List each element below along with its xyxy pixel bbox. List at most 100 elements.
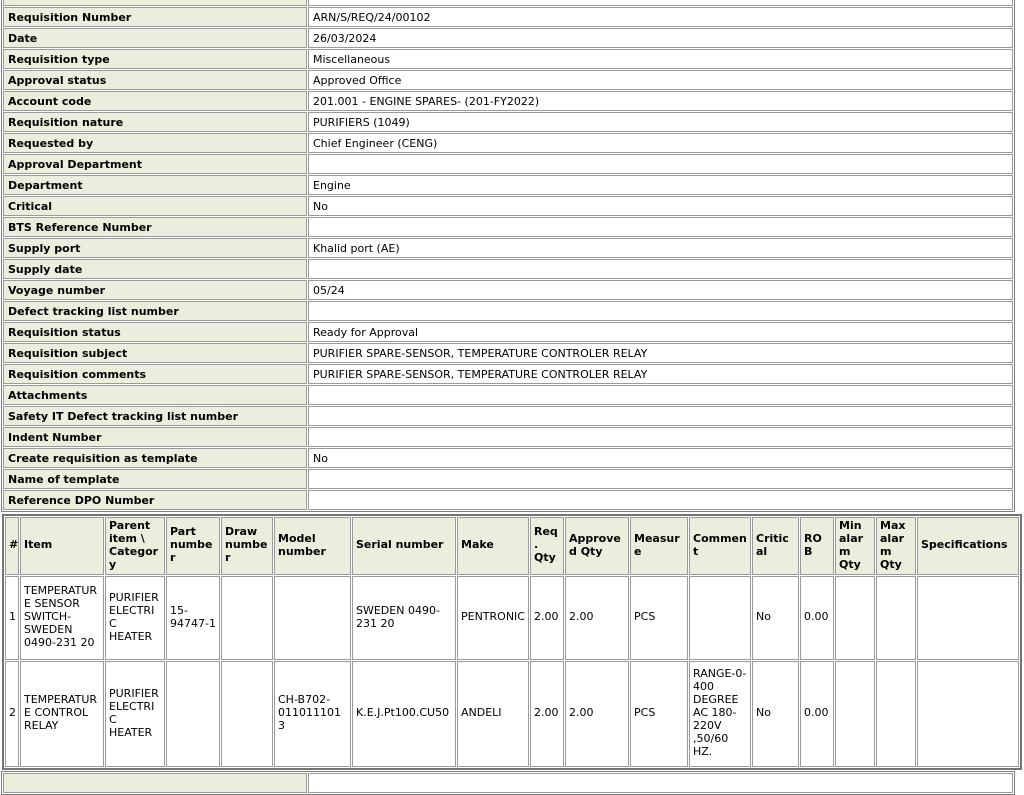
item-cell [835,660,875,767]
clipped-row [3,772,1013,793]
field-value: ARN/S/REQ/24/00102 [308,7,1013,27]
item-cell: PCS [630,660,688,767]
column-header: Min alarm Qty [835,517,875,575]
detail-row: Reference DPO Number [3,490,1013,510]
item-cell: PURIFIER ELECTRIC HEATER [105,660,165,767]
field-value [308,490,1013,510]
detail-row: Requested by Chief Engineer (CENG) [3,133,1013,153]
item-cell: K.E.J.Pt100.CU50 [352,660,456,767]
item-cell: RANGE-0-400 DEGREE AC 180-220V ,50/60 HZ… [689,660,751,767]
item-cell [166,660,220,767]
item-cell: 15-94747-1 [166,575,220,660]
next-section-table-clipped [1,770,1015,795]
column-header: Draw number [221,517,273,575]
detail-row: Supply date [3,259,1013,279]
field-value [308,259,1013,279]
item-cell [917,660,1019,767]
detail-row: Requisition Number ARN/S/REQ/24/00102 [3,7,1013,27]
detail-row: Defect tracking list number [3,301,1013,321]
field-label: Department [3,175,307,195]
field-label: Requisition Number [3,7,307,27]
field-value [308,772,1013,793]
detail-row: Critical No [3,196,1013,216]
detail-row: Create requisition as template No [3,448,1013,468]
column-header: # [5,517,19,575]
item-cell: 2.00 [565,660,629,767]
column-header: Critical [752,517,799,575]
field-value: PURIFIER SPARE-SENSOR, TEMPERATURE CONTR… [308,343,1013,363]
item-cell [835,575,875,660]
item-cell: ANDELI [457,660,529,767]
item-cell: 1 [5,575,19,660]
field-value [308,427,1013,447]
item-cell: 0.00 [800,575,834,660]
field-label: BTS Reference Number [3,217,307,237]
column-header: Max alarm Qty [876,517,916,575]
field-value [308,301,1013,321]
detail-row: Voyage number 05/24 [3,280,1013,300]
item-cell: 2 [5,660,19,767]
column-header: ROB [800,517,834,575]
item-cell: 2.00 [530,575,564,660]
detail-row: Indent Number [3,427,1013,447]
requisition-details-table: Requisition Number ARN/S/REQ/24/00102 Date… [1,0,1015,512]
field-value [308,154,1013,174]
detail-row: Date 26/03/2024 [3,28,1013,48]
field-value: 201.001 - ENGINE SPARES- (201-FY2022) [308,91,1013,111]
column-header: Approved Qty [565,517,629,575]
field-value: 05/24 [308,280,1013,300]
column-header: Comment [689,517,751,575]
column-header: Measure [630,517,688,575]
field-value [308,406,1013,426]
item-cell [221,660,273,767]
detail-row: Account code 201.001 - ENGINE SPARES- (20… [3,91,1013,111]
field-label: Indent Number [3,427,307,447]
item-cell [876,575,916,660]
detail-row: Safety IT Defect tracking list number [3,406,1013,426]
item-row: 1 TEMPERATURE SENSOR SWITCH- SWEDEN 0490-… [5,575,1019,660]
item-cell: PCS [630,575,688,660]
field-label [3,772,307,793]
detail-row: Approval Department [3,154,1013,174]
field-label: Date [3,28,307,48]
item-cell: PURIFIER ELECTRIC HEATER [105,575,165,660]
item-cell [876,660,916,767]
field-label: Safety IT Defect tracking list number [3,406,307,426]
detail-row: Name of template [3,469,1013,489]
field-label [3,0,307,6]
field-label: Requisition type [3,49,307,69]
field-value: Ready for Approval [308,322,1013,342]
item-cell: 2.00 [530,660,564,767]
detail-row: BTS Reference Number [3,217,1013,237]
item-cell: TEMPERATURE SENSOR SWITCH- SWEDEN 0490-2… [20,575,104,660]
field-label: Approval Department [3,154,307,174]
items-header-row: # Item Parent item \ Category Part number Dr… [5,517,1019,575]
field-label: Requisition status [3,322,307,342]
item-cell: 2.00 [565,575,629,660]
item-cell: CH-B702-0110111013 [274,660,351,767]
field-label: Critical [3,196,307,216]
field-label: Reference DPO Number [3,490,307,510]
detail-row: Requisition subject PURIFIER SPARE-SENSOR… [3,343,1013,363]
clipped-row [3,0,1013,6]
item-cell: No [752,660,799,767]
field-value: Miscellaneous [308,49,1013,69]
field-label: Requisition nature [3,112,307,132]
detail-row: Requisition comments PURIFIER SPARE-SENSO… [3,364,1013,384]
field-label: Create requisition as template [3,448,307,468]
detail-row: Requisition status Ready for Approval [3,322,1013,342]
field-label: Account code [3,91,307,111]
field-value: Chief Engineer (CENG) [308,133,1013,153]
item-cell: 0.00 [800,660,834,767]
item-cell: TEMPERATURE CONTROL RELAY [20,660,104,767]
field-value [308,385,1013,405]
field-value [308,0,1013,6]
item-cell [689,575,751,660]
item-cell [221,575,273,660]
field-label: Supply date [3,259,307,279]
field-value: No [308,196,1013,216]
column-header: Specifications [917,517,1019,575]
field-label: Requisition subject [3,343,307,363]
detail-row: Requisition nature PURIFIERS (1049) [3,112,1013,132]
